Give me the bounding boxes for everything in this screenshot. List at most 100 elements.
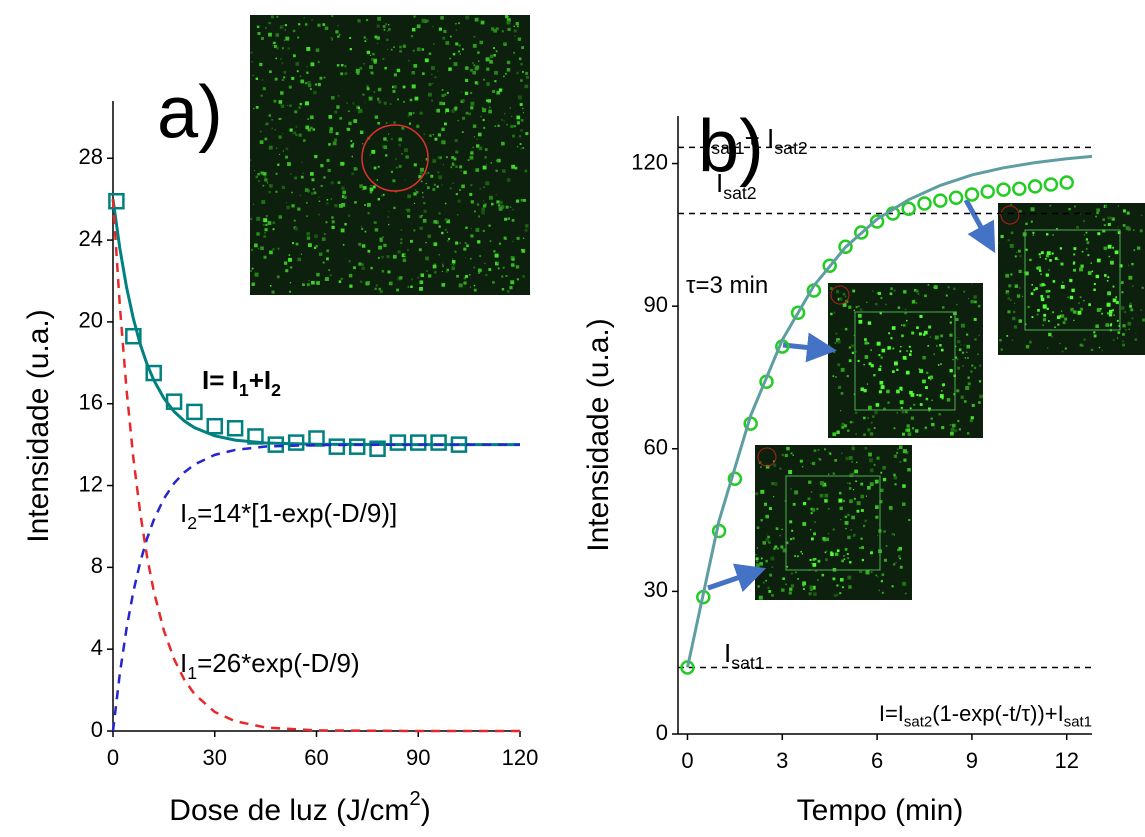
- speckle: [962, 352, 964, 354]
- speckle: [525, 170, 528, 173]
- speckle: [390, 103, 391, 104]
- speckle: [481, 116, 482, 117]
- speckle: [282, 133, 283, 134]
- speckle: [362, 244, 365, 247]
- speckle: [478, 272, 479, 273]
- text-part: sat1: [1064, 714, 1092, 731]
- speckle: [280, 58, 281, 59]
- speckle: [1110, 261, 1114, 265]
- speckle: [950, 424, 952, 426]
- speckle: [497, 262, 499, 264]
- speckle: [861, 388, 864, 391]
- speckle: [971, 365, 973, 367]
- speckle: [816, 508, 818, 510]
- y-tick-label: 30: [644, 577, 668, 602]
- speckle: [348, 110, 350, 112]
- speckle: [1019, 270, 1022, 273]
- speckle: [755, 574, 758, 577]
- speckle: [503, 267, 505, 269]
- speckle: [514, 35, 516, 37]
- speckle: [845, 296, 846, 297]
- speckle: [387, 140, 388, 141]
- speckle: [782, 577, 785, 580]
- speckle: [1118, 206, 1119, 207]
- speckle: [461, 185, 465, 189]
- speckle: [446, 156, 448, 158]
- speckle: [316, 281, 320, 285]
- y-tick-label: 24: [79, 226, 103, 251]
- speckle: [341, 278, 343, 280]
- speckle: [517, 121, 520, 124]
- speckle: [919, 315, 922, 318]
- speckle: [812, 462, 815, 465]
- speckle: [979, 335, 980, 336]
- speckle: [282, 79, 284, 81]
- speckle: [344, 196, 347, 199]
- x-tick-label: 90: [406, 745, 430, 770]
- speckle: [434, 271, 437, 274]
- speckle: [313, 188, 315, 190]
- speckle: [417, 47, 421, 51]
- data-point: [411, 436, 425, 450]
- speckle: [876, 457, 879, 460]
- speckle: [1033, 234, 1034, 235]
- speckle: [825, 538, 829, 542]
- speckle: [759, 562, 763, 566]
- speckle: [375, 228, 378, 231]
- speckle: [974, 301, 977, 304]
- speckle: [331, 37, 333, 39]
- panel-label: a): [157, 71, 223, 154]
- speckle: [912, 427, 914, 429]
- speckle: [957, 367, 960, 370]
- speckle: [330, 274, 332, 276]
- speckle: [919, 368, 920, 369]
- speckle: [378, 88, 382, 92]
- speckle: [466, 244, 469, 247]
- speckle: [1122, 324, 1125, 327]
- speckle: [900, 346, 901, 347]
- speckle: [256, 78, 258, 80]
- speckle: [924, 294, 927, 297]
- speckle: [1070, 296, 1073, 299]
- speckle: [897, 412, 898, 413]
- speckle: [303, 139, 306, 142]
- speckle: [409, 112, 412, 115]
- speckle: [1029, 341, 1032, 344]
- speckle: [365, 40, 367, 42]
- speckle: [401, 153, 402, 154]
- speckle: [282, 63, 284, 65]
- speckle: [325, 277, 329, 281]
- speckle: [323, 262, 325, 264]
- speckle: [847, 514, 849, 516]
- speckle: [833, 375, 835, 377]
- speckle: [310, 62, 314, 66]
- speckle: [307, 118, 308, 119]
- speckle: [433, 242, 437, 246]
- speckle: [432, 26, 433, 27]
- speckle: [755, 492, 758, 495]
- speckle: [431, 100, 433, 102]
- speckle: [855, 480, 857, 482]
- speckle: [1049, 270, 1050, 271]
- speckle: [434, 184, 436, 186]
- speckle: [833, 473, 835, 475]
- speckle: [289, 105, 291, 107]
- speckle: [974, 338, 977, 341]
- speckle: [466, 112, 469, 115]
- speckle: [1033, 289, 1035, 291]
- speckle: [876, 575, 877, 576]
- speckle: [495, 254, 499, 258]
- speckle: [462, 99, 465, 102]
- speckle: [517, 278, 519, 280]
- speckle: [474, 136, 475, 137]
- speckle: [791, 530, 793, 532]
- text-part: 2: [271, 380, 281, 400]
- speckle: [956, 389, 959, 392]
- speckle: [423, 202, 425, 204]
- speckle: [853, 534, 855, 536]
- speckle: [400, 242, 402, 244]
- speckle: [901, 334, 904, 337]
- speckle: [847, 482, 848, 483]
- speckle: [892, 533, 895, 536]
- speckle: [377, 36, 380, 39]
